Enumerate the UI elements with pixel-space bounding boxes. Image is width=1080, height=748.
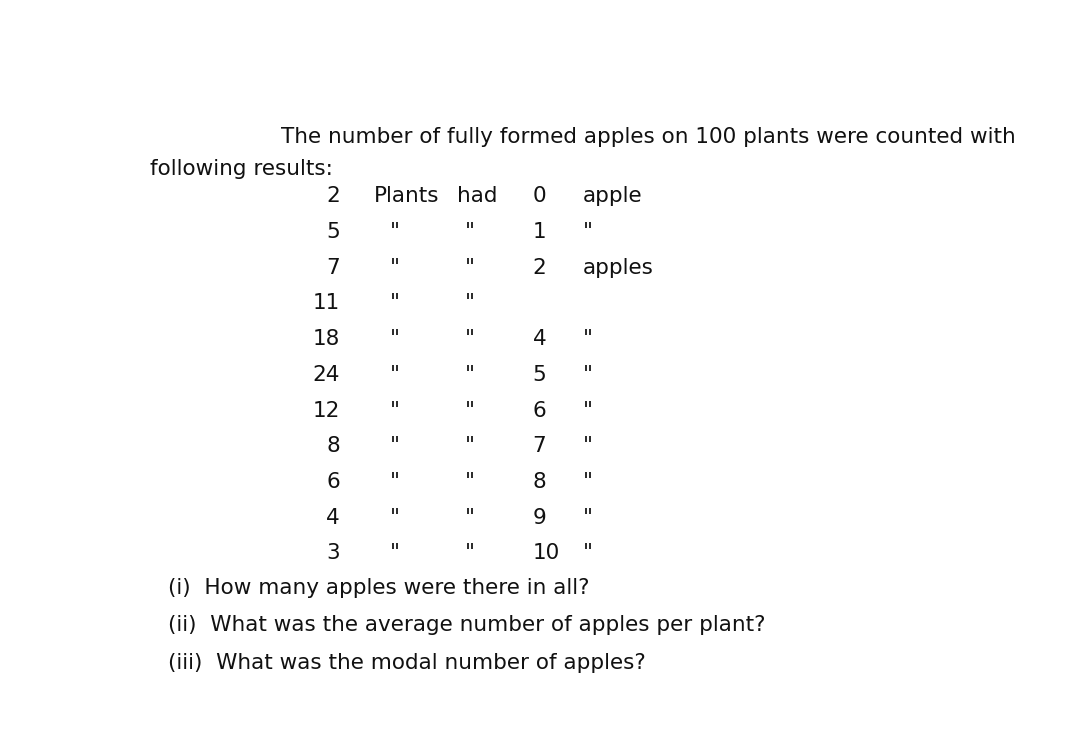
- Text: ": ": [390, 222, 400, 242]
- Text: 8: 8: [326, 436, 340, 456]
- Text: 4: 4: [326, 508, 340, 527]
- Text: 2: 2: [532, 258, 546, 278]
- Text: apples: apples: [583, 258, 653, 278]
- Text: 12: 12: [313, 401, 340, 420]
- Text: 10: 10: [532, 543, 559, 563]
- Text: 8: 8: [532, 472, 546, 492]
- Text: 0: 0: [532, 186, 546, 206]
- Text: ": ": [390, 365, 400, 385]
- Text: 11: 11: [313, 293, 340, 313]
- Text: 6: 6: [326, 472, 340, 492]
- Text: ": ": [390, 293, 400, 313]
- Text: ": ": [464, 258, 475, 278]
- Text: 1: 1: [532, 222, 546, 242]
- Text: ": ": [464, 543, 475, 563]
- Text: ": ": [464, 329, 475, 349]
- Text: ": ": [464, 401, 475, 420]
- Text: Plants: Plants: [374, 186, 440, 206]
- Text: ": ": [390, 436, 400, 456]
- Text: ": ": [583, 222, 593, 242]
- Text: 3: 3: [326, 543, 340, 563]
- Text: ": ": [390, 508, 400, 527]
- Text: 2: 2: [326, 186, 340, 206]
- Text: 5: 5: [326, 222, 340, 242]
- Text: 7: 7: [532, 436, 546, 456]
- Text: ": ": [464, 293, 475, 313]
- Text: ": ": [390, 543, 400, 563]
- Text: 18: 18: [313, 329, 340, 349]
- Text: following results:: following results:: [150, 159, 333, 179]
- Text: ": ": [464, 222, 475, 242]
- Text: ": ": [390, 401, 400, 420]
- Text: ": ": [390, 329, 400, 349]
- Text: ": ": [583, 508, 593, 527]
- Text: ": ": [583, 472, 593, 492]
- Text: apple: apple: [583, 186, 643, 206]
- Text: ": ": [390, 472, 400, 492]
- Text: ": ": [583, 329, 593, 349]
- Text: 5: 5: [532, 365, 546, 385]
- Text: 6: 6: [532, 401, 546, 420]
- Text: 9: 9: [532, 508, 546, 527]
- Text: (ii)  What was the average number of apples per plant?: (ii) What was the average number of appl…: [168, 616, 766, 635]
- Text: 4: 4: [532, 329, 546, 349]
- Text: 24: 24: [312, 365, 340, 385]
- Text: (i)  How many apples were there in all?: (i) How many apples were there in all?: [168, 578, 590, 598]
- Text: (iii)  What was the modal number of apples?: (iii) What was the modal number of apple…: [168, 653, 646, 673]
- Text: ": ": [464, 365, 475, 385]
- Text: ": ": [583, 543, 593, 563]
- Text: 7: 7: [326, 258, 340, 278]
- Text: ": ": [583, 401, 593, 420]
- Text: had: had: [457, 186, 498, 206]
- Text: ": ": [464, 508, 475, 527]
- Text: ": ": [583, 365, 593, 385]
- Text: ": ": [583, 436, 593, 456]
- Text: The number of fully formed apples on 100 plants were counted with: The number of fully formed apples on 100…: [282, 127, 1016, 147]
- Text: ": ": [390, 258, 400, 278]
- Text: ": ": [464, 472, 475, 492]
- Text: ": ": [464, 436, 475, 456]
